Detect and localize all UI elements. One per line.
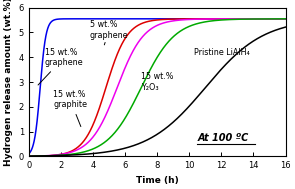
Text: At 100 ºC: At 100 ºC [197, 133, 249, 143]
Text: 15 wt.%
graphene: 15 wt.% graphene [38, 48, 83, 85]
Text: 15 wt.%
graphite: 15 wt.% graphite [53, 90, 87, 127]
X-axis label: Time (h): Time (h) [136, 176, 178, 185]
Text: 5 wt.%
graphene: 5 wt.% graphene [90, 20, 129, 45]
Y-axis label: Hydrogen release amount (wt.%): Hydrogen release amount (wt.%) [4, 0, 13, 167]
Text: Pristine LiAlH₄: Pristine LiAlH₄ [194, 48, 250, 57]
Text: 15 wt.%
Y₂O₃: 15 wt.% Y₂O₃ [141, 72, 174, 92]
